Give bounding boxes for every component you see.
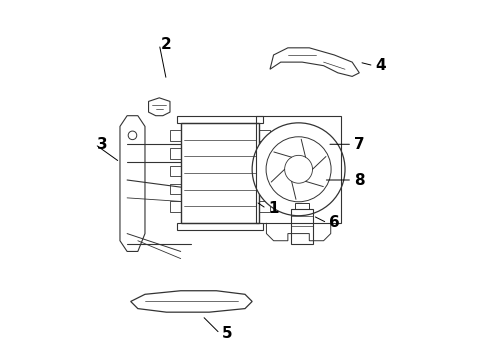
Text: 1: 1	[269, 201, 279, 216]
Bar	[177, 223, 263, 230]
Text: 3: 3	[97, 137, 107, 152]
Bar	[259, 130, 270, 141]
Text: 4: 4	[375, 58, 386, 73]
Text: 8: 8	[354, 172, 365, 188]
Bar	[259, 148, 270, 158]
Bar	[170, 130, 181, 141]
Polygon shape	[148, 98, 170, 116]
Bar	[295, 203, 309, 208]
Bar	[259, 202, 270, 212]
Polygon shape	[120, 116, 145, 251]
Bar	[170, 166, 181, 176]
Circle shape	[128, 131, 137, 140]
Bar	[170, 202, 181, 212]
Bar	[170, 148, 181, 158]
Circle shape	[285, 156, 313, 183]
Text: 6: 6	[329, 215, 340, 230]
Polygon shape	[131, 291, 252, 312]
Bar	[259, 166, 270, 176]
Bar	[256, 116, 342, 223]
Text: 2: 2	[161, 37, 172, 52]
Text: 5: 5	[222, 326, 232, 341]
Text: 7: 7	[354, 137, 365, 152]
Bar	[181, 123, 259, 223]
Circle shape	[252, 123, 345, 216]
Bar	[177, 116, 263, 123]
Circle shape	[266, 137, 331, 202]
Bar	[259, 184, 270, 194]
Polygon shape	[270, 48, 359, 76]
Bar	[292, 208, 313, 244]
Bar	[170, 184, 181, 194]
